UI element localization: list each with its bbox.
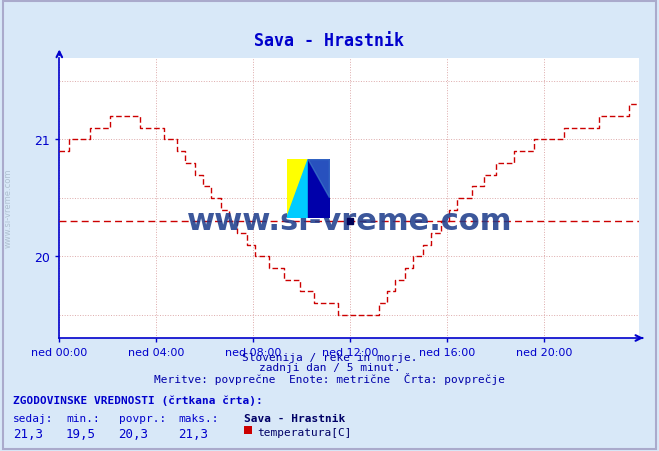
Text: 19,5: 19,5 <box>66 428 96 441</box>
Text: www.si-vreme.com: www.si-vreme.com <box>3 168 13 247</box>
Text: www.si-vreme.com: www.si-vreme.com <box>186 207 512 235</box>
Text: Slovenija / reke in morje.: Slovenija / reke in morje. <box>242 353 417 363</box>
Text: ZGODOVINSKE VREDNOSTI (črtkana črta):: ZGODOVINSKE VREDNOSTI (črtkana črta): <box>13 395 263 405</box>
Text: Meritve: povprečne  Enote: metrične  Črta: povprečje: Meritve: povprečne Enote: metrične Črta:… <box>154 373 505 385</box>
Text: min.:: min.: <box>66 413 100 423</box>
Text: zadnji dan / 5 minut.: zadnji dan / 5 minut. <box>258 363 401 373</box>
Polygon shape <box>308 160 330 219</box>
Polygon shape <box>308 160 330 198</box>
Text: Sava - Hrastnik: Sava - Hrastnik <box>244 413 345 423</box>
Text: 21,3: 21,3 <box>13 428 43 441</box>
Polygon shape <box>287 160 308 219</box>
Text: povpr.:: povpr.: <box>119 413 166 423</box>
Text: maks.:: maks.: <box>178 413 218 423</box>
Text: sedaj:: sedaj: <box>13 413 53 423</box>
Text: 20,3: 20,3 <box>119 428 149 441</box>
Text: Sava - Hrastnik: Sava - Hrastnik <box>254 32 405 50</box>
Text: temperatura[C]: temperatura[C] <box>257 428 351 437</box>
Text: 21,3: 21,3 <box>178 428 208 441</box>
Polygon shape <box>287 160 308 219</box>
